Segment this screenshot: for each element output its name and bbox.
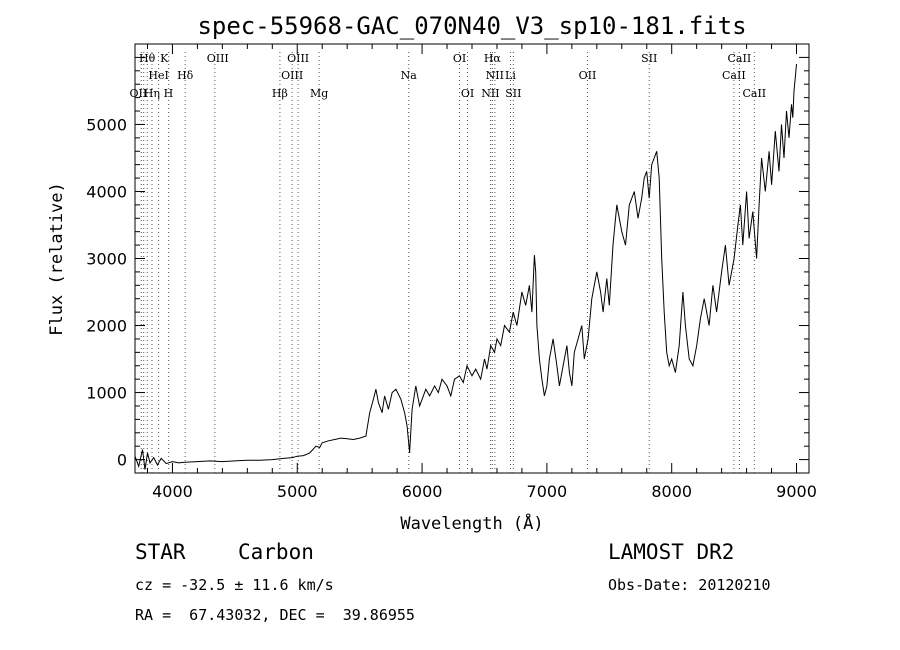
line-label: HeI <box>148 69 168 82</box>
y-tick-label: 4000 <box>86 182 127 201</box>
line-label: Hθ <box>139 52 156 65</box>
y-tick-label: 2000 <box>86 317 127 336</box>
y-tick-label: 5000 <box>86 115 127 134</box>
line-label: Hβ <box>272 87 288 100</box>
line-label: CaII <box>742 87 766 100</box>
y-axis: 0 1000 2000 3000 4000 5000 <box>86 56 809 474</box>
x-tick-label: 6000 <box>402 482 443 501</box>
x-axis: 4000 5000 6000 7000 8000 9000 <box>146 44 817 501</box>
chart-title: spec-55968-GAC_070N40_V3_sp10-181.fits <box>197 12 746 40</box>
x-tick-label: 8000 <box>651 482 692 501</box>
line-label: NII <box>486 69 504 82</box>
redshift-velocity: cz = -32.5 ± 11.6 km/s <box>135 576 334 594</box>
line-label: Na <box>401 69 418 82</box>
line-label: Hα <box>484 52 502 65</box>
line-label: CaII <box>728 52 752 65</box>
object-subclass: Carbon <box>238 540 314 564</box>
x-tick-label: 7000 <box>527 482 568 501</box>
line-label: CaII <box>722 69 746 82</box>
line-label: K <box>160 52 169 65</box>
line-label: H <box>164 87 174 100</box>
spectrum-line <box>134 64 797 470</box>
line-label: SII <box>641 52 657 65</box>
line-label: OI <box>461 87 474 100</box>
x-tick-label: 4000 <box>152 482 193 501</box>
line-label: Hδ <box>177 69 194 82</box>
line-label: SII <box>505 87 521 100</box>
y-tick-label: 0 <box>117 451 127 470</box>
y-tick-label: 3000 <box>86 250 127 269</box>
line-label: OI <box>453 52 466 65</box>
line-label: OII <box>579 69 597 82</box>
line-label: OIII <box>287 52 309 65</box>
line-label: Hη <box>144 87 160 100</box>
object-class: STAR <box>135 540 186 564</box>
coordinates: RA = 67.43032, DEC = 39.86955 <box>135 606 415 624</box>
observation-date: Obs-Date: 20120210 <box>608 576 771 594</box>
line-label: NII <box>481 87 499 100</box>
x-tick-label: 5000 <box>277 482 318 501</box>
spectrum-chart: spec-55968-GAC_070N40_V3_sp10-181.fits H… <box>47 12 817 534</box>
x-axis-label: Wavelength (Å) <box>400 512 543 534</box>
line-label: OII <box>130 87 148 100</box>
line-label: OIII <box>281 69 303 82</box>
line-label: Mg <box>310 87 328 100</box>
line-label: Li <box>505 69 516 82</box>
y-axis-label: Flux (relative) <box>47 182 67 336</box>
x-tick-label: 9000 <box>776 482 817 501</box>
line-label: OIII <box>207 52 229 65</box>
survey-name: LAMOST DR2 <box>608 540 735 564</box>
y-tick-label: 1000 <box>86 384 127 403</box>
plot-frame <box>134 43 810 474</box>
